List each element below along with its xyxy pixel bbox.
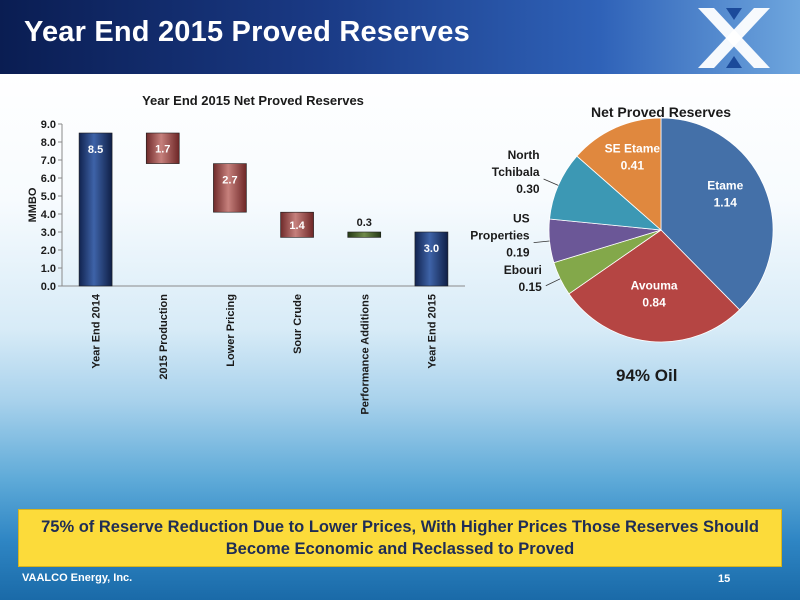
y-tick-label: 3.0 — [41, 227, 56, 239]
pie-value-label: 0.84 — [642, 296, 666, 310]
company-name: VAALCO Energy, Inc. — [22, 572, 133, 584]
bar-value-label: 0.3 — [357, 217, 372, 229]
pie-slice-label: Ebouri — [504, 263, 542, 277]
pie-value-label: 0.30 — [516, 182, 540, 196]
y-tick-label: 2.0 — [41, 245, 56, 257]
pie-slice-label: SE Etame — [605, 142, 661, 156]
bar-5 — [347, 231, 382, 238]
y-tick-label: 1.0 — [41, 263, 56, 275]
bar-value-label: 3.0 — [424, 243, 439, 255]
page-number: 15 — [718, 573, 731, 585]
pie-slice-label: Tchibala — [492, 165, 540, 179]
oil-percentage-note: 94% Oil — [616, 366, 678, 385]
x-tick-label: Sour Crude — [292, 294, 304, 354]
waterfall-chart: Year End 2015 Net Proved Reserves 0.0 1.0 2… — [27, 93, 465, 415]
y-axis-label: MMBO — [27, 187, 39, 222]
leader-line — [543, 178, 559, 186]
pie-value-label: 1.14 — [714, 196, 738, 210]
pie-value-label: 0.15 — [518, 280, 542, 294]
pie-slice-label: US — [513, 212, 530, 226]
bar-value-label: 2.7 — [222, 175, 237, 187]
y-tick-label: 5.0 — [41, 191, 56, 203]
pie-chart: Net Proved Reserves Etame 1.14 Avouma 0.84 Eb… — [470, 104, 774, 343]
pie-slice-label: North — [508, 148, 540, 162]
y-tick-label: 4.0 — [41, 209, 56, 221]
y-tick-label: 9.0 — [41, 119, 56, 131]
pie-slice-etame — [660, 117, 774, 311]
pie-value-label: 0.41 — [621, 159, 645, 173]
x-tick-label: Year End 2014 — [91, 293, 103, 368]
bar-chart-title: Year End 2015 Net Proved Reserves — [142, 93, 364, 108]
leader-line — [545, 278, 561, 287]
pie-slice-label: Properties — [470, 229, 530, 243]
pie-value-label: 0.19 — [506, 246, 530, 260]
title-bar: Year End 2015 Proved Reserves — [0, 0, 800, 74]
y-tick-label: 6.0 — [41, 173, 56, 185]
x-tick-label: 2015 Production — [158, 294, 170, 380]
pie-slice-label: Etame — [707, 179, 743, 193]
bar-2 — [145, 132, 180, 164]
y-tick-label: 7.0 — [41, 155, 56, 167]
bar-value-label: 8.5 — [88, 144, 103, 156]
slide-title: Year End 2015 Proved Reserves — [24, 16, 470, 48]
pie-slice-se-etame — [576, 117, 662, 231]
bar-value-label: 1.7 — [155, 143, 170, 155]
x-tick-label: Year End 2015 — [426, 294, 438, 369]
leader-line — [533, 240, 550, 243]
bar-6 — [414, 231, 449, 287]
pie-slice-label: Avouma — [631, 279, 678, 293]
y-tick-label: 0.0 — [41, 281, 56, 293]
bar-3 — [213, 163, 247, 213]
pie-slice-avouma — [568, 229, 741, 343]
y-tick-label: 8.0 — [41, 137, 56, 149]
pie-chart-title: Net Proved Reserves — [591, 104, 731, 120]
bar-4 — [280, 211, 314, 238]
bar-1 — [78, 132, 113, 287]
x-tick-label: Lower Pricing — [225, 294, 237, 367]
summary-banner: 75% of Reserve Reduction Due to Lower Pr… — [18, 509, 782, 567]
x-tick-label: Performance Additions — [359, 294, 371, 415]
company-logo-icon — [698, 8, 770, 68]
bar-value-label: 1.4 — [289, 220, 305, 232]
